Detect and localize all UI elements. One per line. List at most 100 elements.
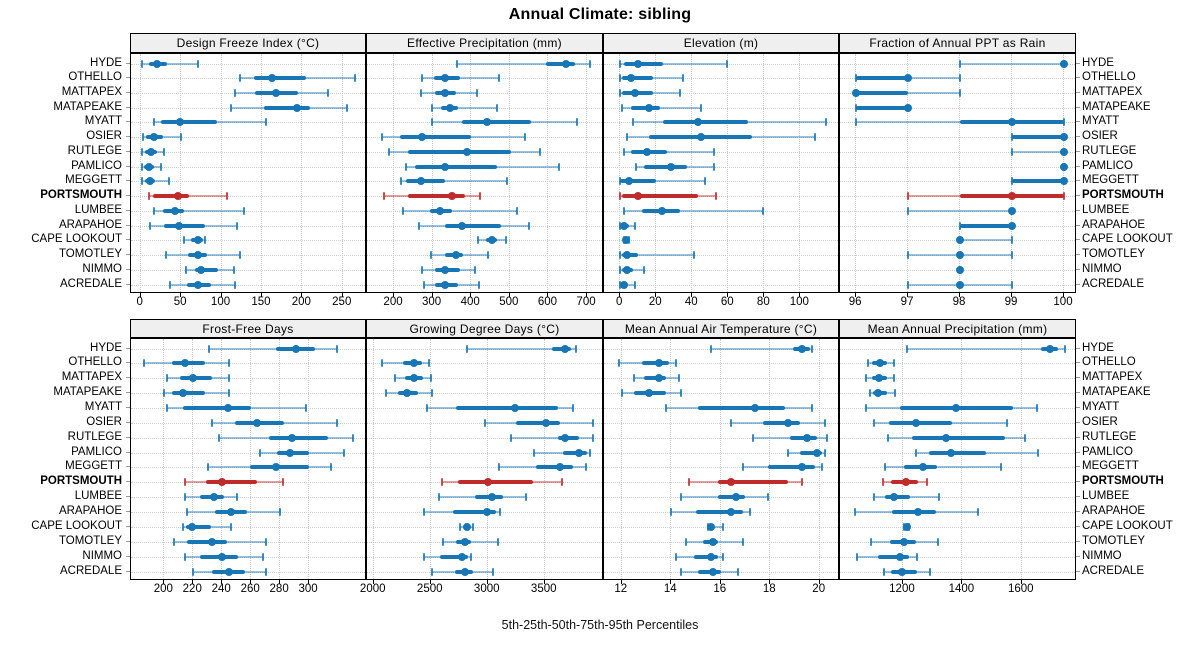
whisker-5-95 bbox=[623, 209, 763, 212]
gridline-horizontal bbox=[840, 422, 1075, 424]
gridline-vertical bbox=[818, 339, 820, 579]
whisker-5-95 bbox=[623, 150, 714, 153]
median-dot bbox=[645, 103, 654, 112]
panel-strip: Mean Annual Precipitation (mm) bbox=[839, 319, 1076, 338]
series-label-left: TOMOTLEY bbox=[58, 248, 122, 261]
whisker-cap-5 bbox=[183, 493, 186, 502]
median-dot bbox=[1008, 206, 1017, 215]
whisker-cap-95 bbox=[342, 448, 345, 457]
median-dot bbox=[627, 74, 636, 83]
whisker-cap-5 bbox=[141, 59, 144, 68]
whisker-5-95 bbox=[620, 180, 705, 183]
x-tick bbox=[308, 580, 310, 584]
whisker-cap-5 bbox=[182, 236, 185, 245]
whisker-cap-95 bbox=[235, 221, 238, 230]
whisker-cap-95 bbox=[428, 359, 430, 368]
x-tick-label: 100 bbox=[1053, 296, 1073, 308]
median-dot bbox=[147, 147, 156, 156]
x-tick bbox=[393, 293, 395, 297]
gridline-vertical bbox=[180, 54, 182, 292]
median-dot bbox=[875, 359, 884, 368]
whisker-cap-95 bbox=[506, 177, 509, 186]
gridline-vertical bbox=[619, 54, 621, 292]
whisker-cap-5 bbox=[466, 344, 469, 353]
whisker-cap-5 bbox=[742, 463, 745, 472]
median-dot bbox=[1045, 344, 1054, 353]
whisker-cap-5 bbox=[1011, 147, 1014, 156]
series-label-left: OTHELLO bbox=[68, 356, 122, 369]
whisker-cap-95 bbox=[823, 448, 826, 457]
gridline-vertical bbox=[250, 339, 252, 579]
panel-title: Effective Precipitation (mm) bbox=[407, 36, 562, 50]
x-tick bbox=[763, 293, 765, 297]
x-tick-label: 1200 bbox=[889, 583, 915, 595]
gridline-horizontal bbox=[604, 348, 838, 350]
whisker-5-95 bbox=[142, 180, 169, 183]
y-tick-right bbox=[1076, 150, 1080, 152]
gridline-horizontal bbox=[367, 240, 602, 242]
series-label-right: LUMBEE bbox=[1082, 203, 1130, 216]
median-dot bbox=[463, 522, 472, 531]
x-tick bbox=[727, 293, 729, 297]
x-tick-label: 300 bbox=[422, 296, 442, 308]
series-label-right: ARAPAHOE bbox=[1082, 505, 1146, 518]
gridline-horizontal bbox=[131, 512, 365, 514]
iqr-bar-25-75 bbox=[452, 510, 497, 515]
gridline-horizontal bbox=[131, 166, 365, 168]
y-tick-left bbox=[126, 77, 130, 79]
whisker-cap-5 bbox=[864, 374, 867, 383]
y-tick-left bbox=[126, 496, 130, 498]
median-dot bbox=[441, 265, 450, 274]
gridline-vertical bbox=[719, 339, 721, 579]
gridline-horizontal bbox=[131, 240, 365, 242]
whisker-cap-95 bbox=[893, 389, 896, 398]
panel-plot bbox=[366, 338, 603, 580]
gridline-horizontal bbox=[840, 78, 1075, 80]
median-dot bbox=[951, 403, 960, 412]
series-label-left: PORTSMOUTH bbox=[40, 475, 122, 488]
whisker-cap-5 bbox=[380, 359, 383, 368]
median-dot bbox=[451, 251, 460, 260]
whisker-cap-95 bbox=[282, 478, 285, 487]
gridline-horizontal bbox=[367, 393, 602, 395]
panel-title: Design Freeze Index (°C) bbox=[176, 36, 320, 50]
iqr-bar-25-75 bbox=[206, 480, 257, 485]
series-label-left: MATTAPEX bbox=[61, 85, 122, 98]
iqr-bar-25-75 bbox=[444, 223, 502, 228]
y-tick-right bbox=[1076, 239, 1080, 241]
whisker-cap-5 bbox=[866, 359, 869, 368]
x-tick-label: 96 bbox=[848, 296, 862, 308]
iqr-bar-25-75 bbox=[186, 524, 211, 529]
gridline-horizontal bbox=[131, 348, 365, 350]
whisker-cap-95 bbox=[680, 389, 683, 398]
gridline-horizontal bbox=[367, 541, 602, 543]
panel-plot bbox=[603, 338, 839, 580]
series-label-right: CAPE LOOKOUT bbox=[1082, 233, 1173, 246]
x-tick bbox=[163, 580, 165, 584]
whisker-cap-5 bbox=[626, 133, 629, 142]
median-dot bbox=[409, 359, 418, 368]
whisker-cap-95 bbox=[487, 251, 490, 260]
median-dot bbox=[902, 522, 911, 531]
whisker-cap-5 bbox=[868, 389, 871, 398]
iqr-bar-25-75 bbox=[457, 480, 534, 485]
median-dot bbox=[941, 433, 950, 442]
iqr-bar-25-75 bbox=[960, 223, 1013, 228]
whisker-cap-95 bbox=[585, 463, 588, 472]
whisker-5-95 bbox=[431, 106, 498, 109]
whisker-cap-95 bbox=[538, 147, 541, 156]
series-label-left: ACREDALE bbox=[60, 277, 122, 290]
gridline-vertical bbox=[543, 339, 545, 579]
gridline-horizontal bbox=[840, 225, 1075, 227]
series-label-left: RUTLEGE bbox=[67, 144, 122, 157]
median-dot bbox=[956, 280, 965, 289]
whisker-cap-5 bbox=[619, 265, 622, 274]
whisker-cap-95 bbox=[725, 59, 728, 68]
median-dot bbox=[1060, 133, 1068, 142]
panel-strip: Mean Annual Air Temperature (°C) bbox=[603, 319, 839, 338]
gridline-horizontal bbox=[840, 467, 1075, 469]
median-dot bbox=[709, 537, 718, 546]
gridline-horizontal bbox=[604, 210, 838, 212]
x-tick-label: 700 bbox=[576, 296, 596, 308]
whisker-cap-95 bbox=[516, 206, 519, 215]
